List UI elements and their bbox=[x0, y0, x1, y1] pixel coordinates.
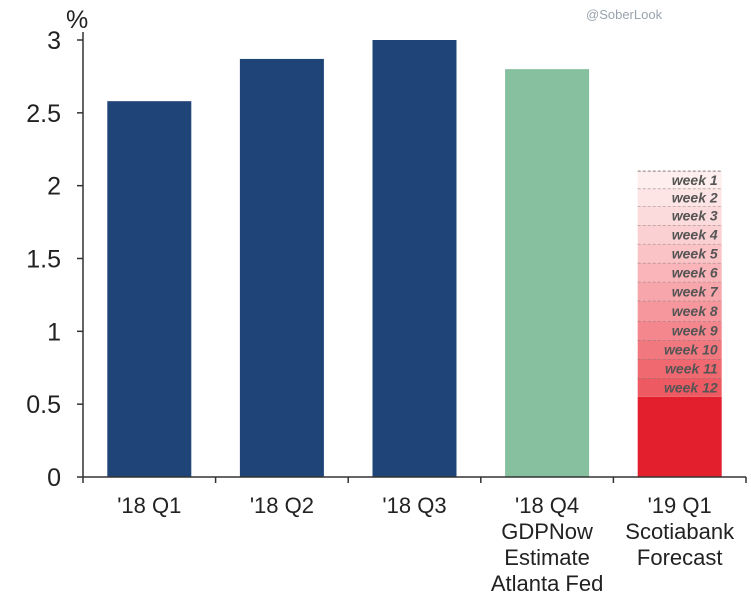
forecast-week-segment bbox=[637, 377, 722, 397]
x-category-label: '18 Q2 bbox=[250, 493, 314, 518]
forecast-week-segment bbox=[637, 300, 722, 322]
x-category-label: Atlanta Fed bbox=[491, 571, 604, 596]
x-category-label: '18 Q4 bbox=[515, 493, 579, 518]
forecast-week-segment bbox=[637, 243, 722, 263]
week-label: week 8 bbox=[672, 303, 718, 319]
forecast-week-segment bbox=[637, 359, 722, 378]
y-tick-label: 0.5 bbox=[26, 391, 61, 419]
y-tick-label: 2.5 bbox=[26, 100, 61, 128]
forecast-week-segment bbox=[637, 321, 722, 341]
watermark-text: @SoberLook bbox=[586, 7, 663, 22]
x-category-label: '18 Q1 bbox=[117, 493, 181, 518]
bar-4 bbox=[505, 69, 590, 477]
week-label: week 7 bbox=[672, 283, 719, 299]
forecast-week-segment bbox=[637, 262, 722, 282]
forecast-week-segment bbox=[637, 340, 722, 360]
week-label: week 12 bbox=[664, 379, 718, 395]
forecast-week-segment bbox=[637, 281, 722, 301]
x-category-label: Estimate bbox=[504, 545, 590, 570]
axes-group bbox=[82, 32, 746, 478]
y-axis-label: % bbox=[66, 6, 88, 34]
forecast-stack-group: week 12 week 11 week 10 week 9 week 8 week 7 w… bbox=[637, 170, 722, 477]
y-ticks-group: 0 0.5 1 1.5 2 2.5 3 bbox=[26, 27, 83, 492]
x-labels-group: '18 Q1 '18 Q2 '18 Q3 '18 Q4GDPNowEstimateAt… bbox=[82, 477, 747, 596]
x-category-label: GDPNow bbox=[501, 519, 593, 544]
x-category-label: Scotiabank bbox=[625, 519, 735, 544]
forecast-week-segment bbox=[637, 224, 722, 244]
week-label: week 4 bbox=[672, 226, 718, 242]
x-category-label: '19 Q1 bbox=[648, 493, 712, 518]
bars-group bbox=[107, 40, 590, 478]
week-label: week 11 bbox=[665, 360, 718, 376]
y-tick-label: 2 bbox=[47, 173, 61, 201]
forecast-week-segment bbox=[637, 188, 722, 207]
week-label: week 9 bbox=[672, 323, 718, 339]
week-label: week 1 bbox=[672, 172, 718, 188]
bar-3 bbox=[372, 40, 457, 477]
week-label: week 2 bbox=[672, 189, 718, 205]
y-tick-label: 1 bbox=[47, 318, 61, 346]
x-category-label: Forecast bbox=[637, 545, 723, 570]
y-tick-label: 3 bbox=[47, 27, 61, 55]
forecast-week-segment bbox=[637, 206, 722, 225]
x-category-label: '18 Q3 bbox=[382, 493, 446, 518]
y-tick-label: 0 bbox=[47, 464, 61, 492]
week-label: week 6 bbox=[672, 264, 718, 280]
week-label: week 5 bbox=[672, 245, 718, 261]
week-label: week 3 bbox=[672, 208, 718, 224]
bar-2 bbox=[239, 58, 324, 477]
bar-1 bbox=[107, 101, 192, 478]
week-label: week 10 bbox=[664, 342, 718, 358]
y-tick-label: 1.5 bbox=[26, 246, 61, 274]
forecast-week-segment bbox=[637, 171, 722, 189]
forecast-base-segment bbox=[637, 396, 722, 477]
